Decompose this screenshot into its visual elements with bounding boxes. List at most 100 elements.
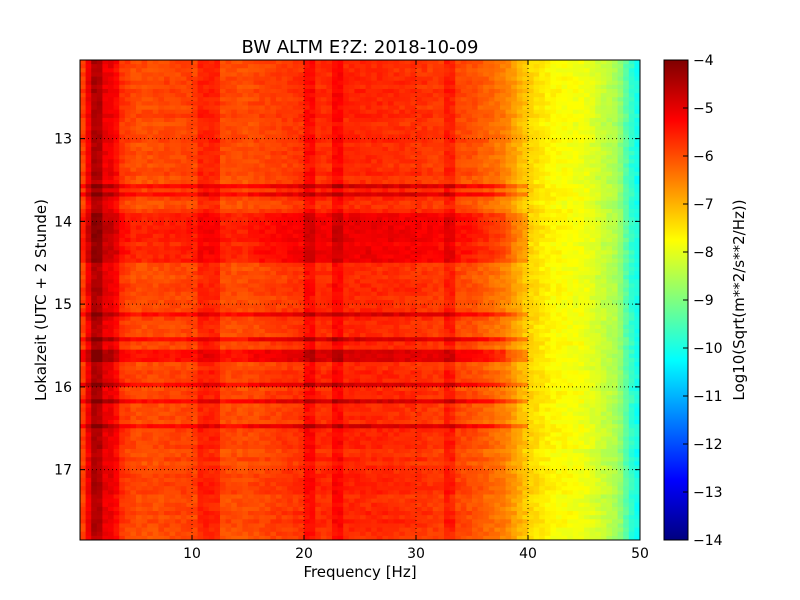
heatmap-cell [572,159,579,164]
heatmap-cell [544,113,551,119]
heatmap-cell [231,97,238,102]
heatmap-cell [421,134,428,140]
heatmap-cell [455,213,462,218]
heatmap-cell [287,254,294,260]
heatmap-cell [236,138,243,144]
heatmap-cell [220,93,226,98]
heatmap-cell [466,134,473,140]
heatmap-cell [600,204,607,210]
heatmap-cell [348,97,355,102]
heatmap-cell [292,146,299,152]
heatmap-cell [494,117,501,123]
heatmap-cell [600,101,607,106]
heatmap-cell [315,180,322,185]
heatmap-cell [287,126,294,131]
heatmap-cell [152,196,159,202]
heatmap-cell [85,138,92,144]
heatmap-cell [382,117,389,123]
heatmap-cell [578,146,585,152]
heatmap-cell [236,204,243,210]
heatmap-cell [505,122,512,127]
heatmap-cell [281,225,288,231]
heatmap-cell [85,72,92,77]
heatmap-cell [410,262,417,268]
heatmap-cell [516,192,523,197]
heatmap-cell [561,155,568,160]
heatmap-cell [360,200,366,206]
heatmap-cell [102,225,109,231]
heatmap-cell [628,229,635,235]
heatmap-cell [197,254,204,260]
heatmap-cell [365,196,372,202]
heatmap-cell [259,171,266,177]
heatmap-cell [203,105,210,111]
heatmap-cell [522,109,529,115]
heatmap-cell [399,80,406,86]
heatmap-cell [214,142,221,148]
heatmap-cell [567,188,574,193]
heatmap-cell [472,250,478,255]
heatmap-cell [388,217,394,222]
heatmap-cell [399,159,406,164]
heatmap-cell [192,258,198,264]
heatmap-cell [304,93,310,98]
heatmap-cell [455,233,462,239]
heatmap-cell [354,171,361,177]
heatmap-cell [203,258,210,264]
heatmap-cell [634,258,641,264]
heatmap-cell [124,242,131,247]
heatmap-cell [584,151,590,156]
heatmap-cell [141,184,148,189]
heatmap-cell [494,213,501,218]
heatmap-cell [500,229,506,235]
heatmap-cell [522,105,529,111]
heatmap-cell [304,84,310,90]
heatmap-cell [371,175,378,181]
heatmap-cell [220,213,226,218]
heatmap-cell [343,192,350,197]
heatmap-cell [488,163,495,168]
heatmap-cell [393,109,400,115]
heatmap-cell [472,254,478,260]
heatmap-cell [130,88,137,94]
heatmap-cell [572,105,579,111]
heatmap-cell [276,97,282,102]
heatmap-cell [416,93,422,98]
heatmap-cell [365,97,372,102]
heatmap-cell [203,229,210,235]
heatmap-cell [578,208,585,214]
heatmap-cell [376,242,383,247]
heatmap-cell [96,180,103,185]
heatmap-cell [169,258,176,264]
heatmap-cell [197,68,204,73]
heatmap-cell [505,105,512,111]
heatmap-cell [91,246,98,251]
heatmap-cell [141,208,148,214]
heatmap-cell [287,117,294,123]
heatmap-cell [556,192,562,197]
heatmap-cell [584,250,590,255]
heatmap-cell [287,109,294,115]
heatmap-cell [606,254,613,260]
heatmap-cell [477,217,484,222]
heatmap-cell [332,229,338,235]
heatmap-cell [124,126,131,131]
heatmap-cell [404,130,411,135]
heatmap-cell [606,184,613,189]
heatmap-cell [203,109,210,115]
heatmap-cell [572,64,579,69]
heatmap-cell [220,204,226,210]
heatmap-cell [96,167,103,173]
heatmap-cell [606,76,613,82]
heatmap-cell [214,221,221,226]
heatmap-cell [511,138,518,144]
heatmap-cell [600,60,607,65]
heatmap-cell [617,60,624,65]
heatmap-cell [628,151,635,156]
heatmap-cell [343,151,350,156]
heatmap-cell [544,258,551,264]
heatmap-cell [556,130,562,135]
heatmap-cell [483,180,490,185]
heatmap-cell [124,138,131,144]
heatmap-cell [315,142,322,148]
